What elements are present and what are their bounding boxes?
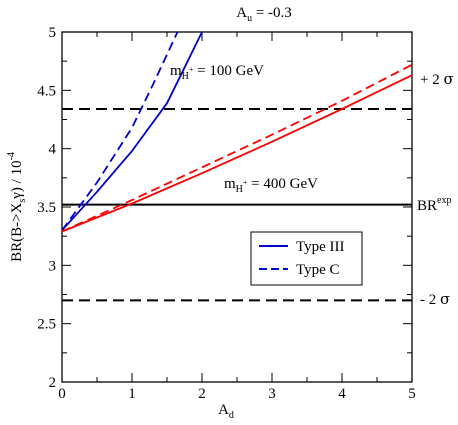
legend: Type III Type C: [250, 231, 363, 286]
series-lines: [61, 31, 413, 233]
br-exp-label: BRexp: [417, 195, 451, 214]
minus-2sigma-label: - 2 σ: [420, 290, 450, 308]
series-line-0: [61, 31, 203, 231]
series-line-3: [61, 63, 413, 233]
plus-2sigma-label: + 2 σ: [420, 70, 454, 88]
chart-title: Au = -0.3: [236, 5, 292, 24]
x-tick-label: 3: [268, 386, 276, 402]
legend-label-type-c: Type C: [296, 262, 340, 278]
axis-ticks: 0 1 2 3 4 5 2 2.5 3 3.5 4 4.5 5: [37, 25, 416, 402]
x-axis-label: Ad: [218, 402, 234, 421]
legend-label-type-iii: Type III: [296, 239, 345, 255]
x-tick-label: 0: [58, 386, 66, 402]
x-tick-label: 1: [128, 386, 136, 402]
y-tick-label: 3: [49, 258, 57, 274]
legend-box: [250, 231, 363, 286]
series-line-2: [61, 74, 413, 233]
y-tick-label: 3.5: [37, 200, 56, 216]
x-tick-label: 5: [408, 386, 416, 402]
annotation-mh-400: mH+ = 400 GeV: [224, 176, 318, 195]
x-tick-label: 2: [198, 386, 206, 402]
y-tick-label: 4: [49, 142, 57, 158]
y-tick-label: 2.5: [37, 317, 56, 333]
annotation-mh-100: mH+ = 100 GeV: [170, 63, 264, 82]
y-axis-label: BR(B->Xsγ) / 10-4: [6, 152, 28, 262]
y-tick-label: 5: [49, 25, 57, 41]
y-tick-label: 4.5: [37, 83, 56, 99]
y-tick-label: 2: [49, 375, 57, 391]
series-line-1: [61, 31, 179, 231]
x-tick-label: 4: [338, 386, 346, 402]
